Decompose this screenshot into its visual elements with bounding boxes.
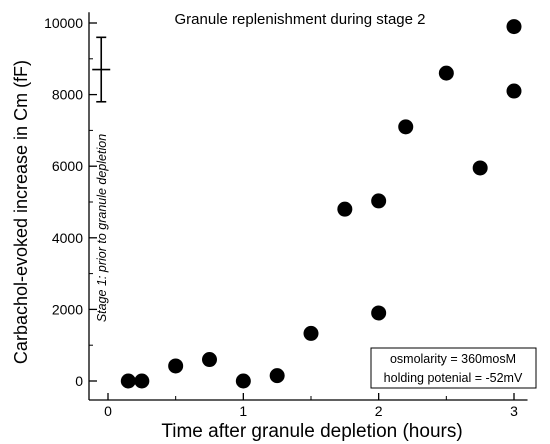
y-tick-label-10000: 10000 [44, 15, 83, 31]
legend-line-osmolarity: osmolarity = 360mosM [390, 352, 516, 366]
y-tick-label-2000: 2000 [52, 301, 83, 317]
data-point-2 [134, 373, 150, 389]
x-tick-label-2: 2 [375, 403, 383, 419]
stage1-label: Stage 1: prior to granule depletion [95, 134, 109, 322]
y-tick-label-8000: 8000 [52, 87, 83, 103]
data-point-11 [398, 119, 414, 135]
data-point-15 [506, 83, 522, 99]
data-point-10 [371, 305, 387, 321]
y-tick-label-0: 0 [75, 373, 83, 389]
axes [88, 12, 528, 401]
y-tick-label-6000: 6000 [52, 158, 83, 174]
x-axis-label: Time after granule depletion (hours) [161, 421, 462, 442]
legend-frame [370, 347, 537, 389]
data-point-3 [168, 358, 184, 374]
data-point-14 [506, 19, 522, 35]
legend-box: osmolarity = 360mosM holding potenial = … [370, 347, 537, 389]
data-point-1 [120, 373, 136, 389]
data-point-4 [202, 352, 217, 368]
chart-title: Granule replenishment during stage 2 [175, 11, 426, 28]
data-points [120, 19, 522, 389]
data-point-6 [269, 368, 285, 384]
data-point-7 [303, 325, 319, 341]
legend-line-holding-potential: holding potenial = -52mV [384, 371, 523, 385]
data-point-12 [438, 65, 454, 81]
x-tick-label-3: 3 [510, 403, 518, 419]
y-ticks: 0 2000 4000 6000 8000 10000 [44, 15, 97, 389]
y-axis-label: Carbachol-evoked increase in Cm (fF) [11, 60, 31, 364]
data-point-5 [235, 373, 251, 389]
x-ticks: 0 1 2 3 [104, 393, 518, 419]
data-point-13 [472, 160, 488, 176]
y-tick-label-4000: 4000 [52, 230, 83, 246]
data-point-9 [371, 193, 387, 209]
x-tick-label-1: 1 [239, 403, 247, 419]
stage1-error-bar [92, 36, 111, 103]
x-tick-label-0: 0 [104, 403, 112, 419]
data-point-8 [337, 201, 353, 217]
